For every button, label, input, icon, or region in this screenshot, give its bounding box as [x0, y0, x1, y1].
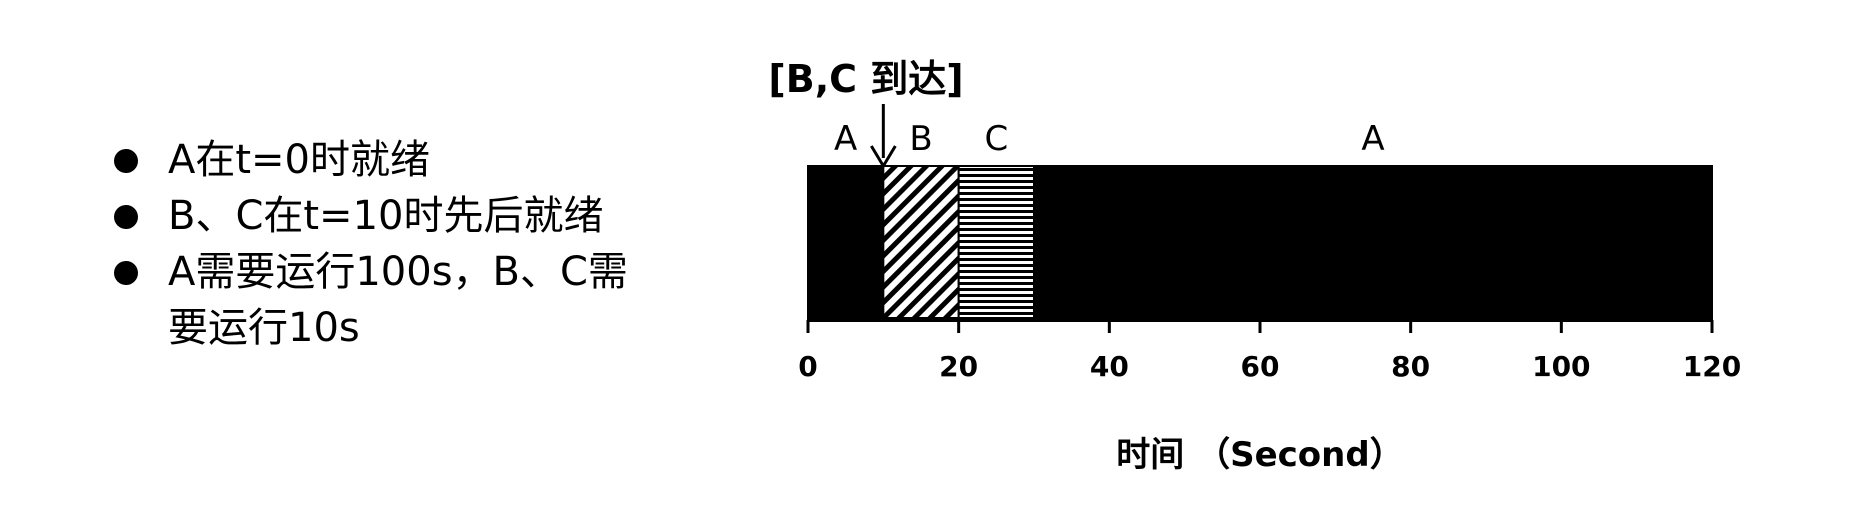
- segment-b-1: [882, 165, 960, 319]
- segment-label: A: [834, 119, 857, 159]
- segment-label: A: [1361, 119, 1384, 159]
- segments-layer: [807, 165, 1713, 319]
- bullet-dot-icon: [114, 149, 138, 173]
- annotation-layer: [B,C 到达]: [768, 57, 964, 169]
- bullet-list: A在t=0时就绪 B、C在t=10时先后就绪 A需要运行100s，B、C需 要运…: [110, 132, 628, 356]
- segment-label: C: [984, 119, 1008, 159]
- bullet-text-continuation: 要运行10s: [168, 305, 360, 351]
- x-tick-label: 100: [1532, 350, 1590, 383]
- x-tick-label: 80: [1391, 350, 1430, 383]
- x-axis: 0 20 40 60 80 100 120: [798, 318, 1741, 383]
- bullet-text: A需要运行100s，B、C需: [168, 249, 628, 295]
- bullet-dot-icon: [114, 205, 138, 229]
- bullet-item-runtime: A需要运行100s，B、C需 要运行10s: [110, 244, 628, 356]
- x-tick-label: 120: [1683, 350, 1741, 383]
- bullet-dot-icon: [114, 261, 138, 285]
- bullet-item-bc-ready: B、C在t=10时先后就绪: [110, 188, 628, 244]
- bullet-text: A在t=0时就绪: [168, 137, 431, 183]
- bullet-item-a-ready: A在t=0时就绪: [110, 132, 628, 188]
- segment-c-2: [957, 165, 1036, 319]
- segment-label: B: [909, 119, 932, 159]
- segment-a-0: [807, 165, 885, 319]
- segment-a-3: [1033, 165, 1713, 319]
- x-tick-label: 40: [1090, 350, 1129, 383]
- x-tick-label: 60: [1241, 350, 1280, 383]
- x-tick-label: 0: [798, 350, 817, 383]
- annotation-text: [B,C 到达]: [768, 57, 963, 101]
- bullet-text: B、C在t=10时先后就绪: [168, 193, 604, 239]
- x-axis-label: 时间 （Second）: [1116, 435, 1403, 475]
- down-arrow-icon: [870, 145, 897, 169]
- x-tick-label: 20: [939, 350, 978, 383]
